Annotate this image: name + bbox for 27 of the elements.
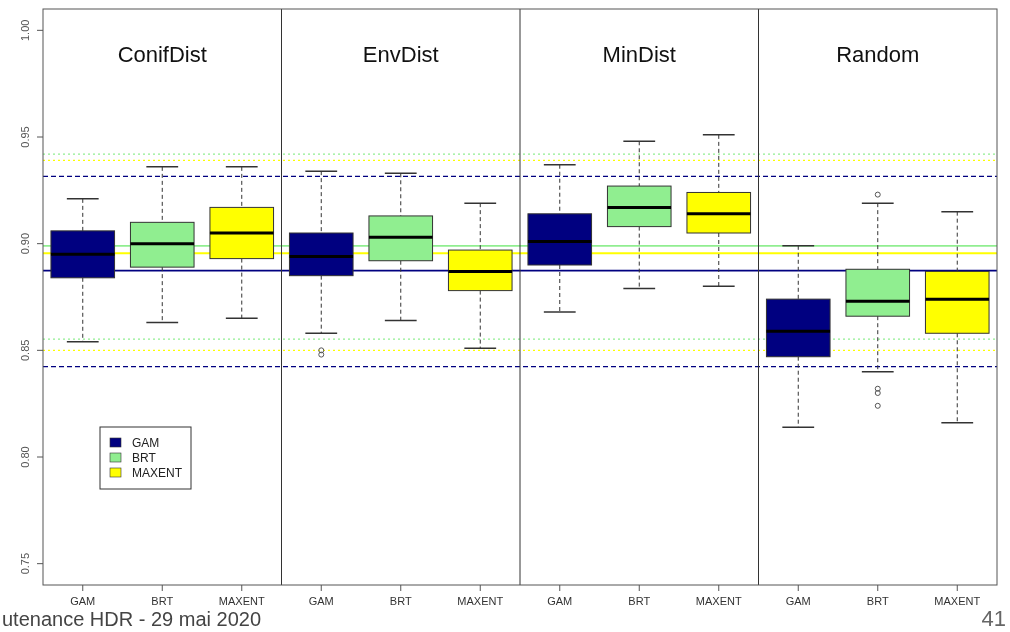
y-tick-label: 0.85 bbox=[19, 339, 31, 362]
legend-label: GAM bbox=[132, 436, 160, 450]
x-tick-label: GAM bbox=[308, 595, 334, 607]
x-tick-label: BRT bbox=[151, 595, 174, 607]
x-tick-label: BRT bbox=[866, 595, 889, 607]
legend-label: BRT bbox=[132, 451, 157, 465]
x-tick-label: GAM bbox=[785, 595, 811, 607]
annotation: MinDist bbox=[602, 42, 676, 67]
text: utenance HDR - 29 mai 2020 bbox=[2, 608, 262, 630]
x-tick-label: MAXENT bbox=[218, 595, 265, 607]
text: 41 bbox=[981, 606, 1006, 631]
annotation: ConifDist bbox=[117, 42, 207, 67]
x-tick-label: MAXENT bbox=[457, 595, 504, 607]
legend-label: MAXENT bbox=[132, 466, 183, 480]
y-tick-label: 0.90 bbox=[19, 232, 31, 255]
x-tick-label: BRT bbox=[389, 595, 412, 607]
annotation: EnvDist bbox=[362, 42, 439, 67]
x-tick-label: MAXENT bbox=[695, 595, 742, 607]
y-tick-label: 0.95 bbox=[19, 126, 31, 148]
annotation: Random bbox=[836, 42, 920, 67]
x-tick-label: BRT bbox=[628, 595, 651, 607]
y-tick-label: 0.80 bbox=[19, 446, 31, 468]
x-tick-label: GAM bbox=[547, 595, 573, 607]
x-tick-label: GAM bbox=[70, 595, 96, 607]
y-tick-label: 1.00 bbox=[19, 19, 31, 42]
x-tick-label: MAXENT bbox=[934, 595, 981, 607]
y-tick-label: 0.75 bbox=[19, 552, 31, 575]
